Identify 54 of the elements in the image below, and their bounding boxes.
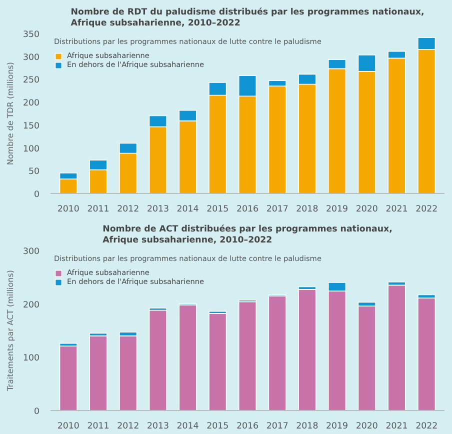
x-tick-label: 2011	[87, 422, 110, 432]
bar	[178, 304, 197, 410]
chart-title: Nombre de ACT distribuées par les programmes nationaux, Afrique subsaharienne, 2010–2022	[102, 224, 392, 246]
x-tick-label: 2018	[296, 422, 318, 432]
x-tick-label: 2013	[146, 422, 169, 432]
x-tick-label: 2014	[176, 204, 200, 214]
bar	[358, 306, 376, 410]
y-tick-label: 100	[22, 354, 40, 364]
x-tick-label: 2019	[326, 204, 348, 214]
chart-title: Nombre de RDT du paludisme distribués par les programmes nationaux, Afrique subsaharienne, 2010–2022	[70, 8, 424, 28]
x-tick-label: 2021	[386, 204, 408, 214]
y-tick-label: 0	[34, 190, 40, 200]
y-tick-label: 50	[28, 167, 40, 178]
bar	[418, 298, 436, 410]
x-tick-label: 2015	[206, 422, 229, 432]
y-tick-label: 350	[22, 30, 40, 40]
x-tick-label: 2018	[296, 204, 318, 214]
x-tick-label: 2021	[386, 422, 408, 432]
y-tick-label: 300	[22, 52, 40, 63]
x-tick-label: 2015	[206, 204, 229, 214]
bar	[59, 346, 78, 410]
x-tick-label: 2013	[146, 204, 169, 214]
y-tick-label: 150	[22, 121, 40, 132]
bar	[208, 313, 227, 410]
x-tick-label: 2016	[236, 204, 259, 214]
bar	[148, 310, 168, 410]
bar	[238, 301, 257, 410]
x-tick-label: 2022	[416, 204, 438, 214]
x-tick-label: 2017	[266, 204, 288, 214]
x-tick-label: 2019	[326, 422, 348, 432]
x-tick-label: 2020	[356, 204, 378, 214]
y-tick-label: 200	[22, 98, 40, 109]
y-tick-label: 250	[22, 76, 40, 86]
x-tick-label: 2010	[57, 204, 80, 214]
bar	[89, 335, 108, 410]
x-tick-label: 2020	[356, 422, 378, 432]
bar	[298, 289, 316, 410]
x-tick-label: 2017	[266, 422, 288, 432]
x-tick-label: 2016	[236, 422, 259, 432]
y-axis-title: Traitements par ACT (millions)	[6, 270, 15, 392]
x-tick-label: 2011	[87, 204, 110, 214]
y-tick-label: 100	[22, 144, 40, 154]
y-tick-label: 200	[22, 300, 40, 310]
bar	[388, 284, 406, 410]
bar	[119, 335, 138, 410]
bar	[268, 295, 286, 410]
y-tick-label: 0	[34, 407, 40, 417]
x-tick-label: 2010	[57, 422, 80, 432]
y-axis-title: Nombre de TDR (millions)	[6, 62, 15, 166]
x-tick-label: 2012	[117, 422, 140, 432]
x-tick-label: 2012	[117, 204, 140, 214]
x-tick-label: 2022	[416, 422, 438, 432]
y-tick-label: 300	[22, 247, 40, 257]
x-tick-label: 2014	[176, 422, 200, 432]
